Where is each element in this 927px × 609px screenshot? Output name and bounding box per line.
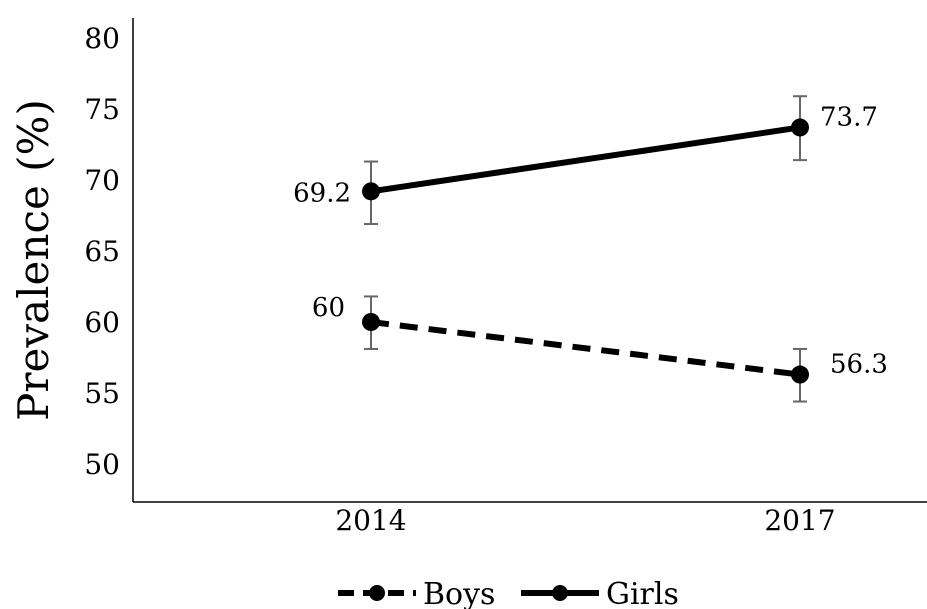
y-tick-label: 55 [84, 377, 120, 410]
series-boys: 60 56.3 [312, 293, 888, 403]
legend-item-girls: Girls [521, 577, 679, 609]
x-tick-label: 2017 [764, 504, 835, 537]
y-tick-label: 80 [84, 22, 120, 55]
series-line [370, 319, 801, 378]
x-tick-label: 2014 [335, 504, 406, 537]
y-tick-labels: 50 55 60 65 70 75 80 [84, 22, 120, 481]
legend: Boys Girls [338, 577, 679, 609]
y-tick-label: 65 [84, 235, 120, 268]
series-layer: 60 56.3 69.2 73.7 [293, 95, 888, 403]
data-label: 60 [312, 293, 345, 323]
y-tick-label: 70 [84, 164, 120, 197]
axes [132, 18, 927, 503]
series-girls: 69.2 73.7 [293, 95, 878, 226]
legend-item-boys: Boys [338, 577, 495, 609]
legend-label: Girls [606, 577, 679, 609]
y-tick-label: 60 [84, 306, 120, 339]
data-point [362, 313, 380, 331]
data-point [791, 365, 809, 384]
y-tick-label: 75 [84, 93, 120, 126]
legend-marker [369, 585, 385, 601]
x-tick-labels: 2014 2017 [335, 504, 835, 537]
y-axis-title: Prevalence (%) [9, 99, 58, 421]
data-label: 69.2 [293, 178, 351, 208]
series-line [370, 124, 801, 195]
data-point [791, 118, 809, 137]
data-point [362, 182, 380, 201]
legend-marker [552, 585, 568, 601]
legend-label: Boys [423, 577, 495, 609]
data-label: 73.7 [820, 102, 878, 132]
y-tick-label: 50 [84, 448, 120, 481]
data-label: 56.3 [830, 350, 888, 380]
